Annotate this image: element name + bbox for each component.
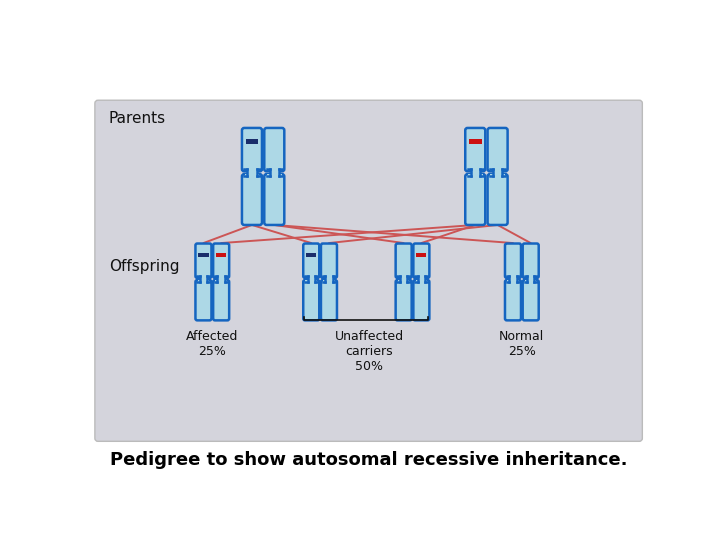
FancyBboxPatch shape [242,128,262,171]
Bar [305,268,317,277]
FancyBboxPatch shape [487,128,508,171]
Bar [507,280,519,289]
Bar [306,253,316,256]
FancyBboxPatch shape [505,244,521,278]
Text: Parents: Parents [109,111,166,126]
Text: Affected
25%: Affected 25% [186,330,238,359]
FancyBboxPatch shape [321,244,337,278]
Bar [245,159,259,170]
Bar [468,159,482,170]
Text: Unaffected
carriers
50%: Unaffected carriers 50% [335,330,404,374]
FancyBboxPatch shape [413,244,429,278]
FancyBboxPatch shape [523,244,539,278]
Bar [248,169,256,177]
Text: Offspring: Offspring [109,259,179,274]
FancyBboxPatch shape [95,100,642,441]
Bar [245,174,259,186]
FancyBboxPatch shape [465,128,485,171]
Bar [525,268,536,277]
Bar [323,268,335,277]
Bar [198,280,210,289]
Bar [469,139,482,144]
Bar [507,268,519,277]
Bar [509,276,517,282]
Bar [246,139,258,144]
Bar [215,268,227,277]
Bar [267,174,282,186]
Bar [415,268,427,277]
Bar [398,268,410,277]
Bar [307,276,315,282]
Text: Normal
25%: Normal 25% [499,330,544,359]
FancyBboxPatch shape [213,280,229,320]
FancyBboxPatch shape [505,280,521,320]
FancyBboxPatch shape [264,174,284,225]
Bar [415,280,427,289]
FancyBboxPatch shape [321,280,337,320]
Bar [490,174,505,186]
FancyBboxPatch shape [523,280,539,320]
Bar [418,276,425,282]
Bar [199,276,207,282]
Bar [216,253,226,256]
FancyBboxPatch shape [465,174,485,225]
Text: Pedigree to show autosomal recessive inheritance.: Pedigree to show autosomal recessive inh… [110,451,628,469]
FancyBboxPatch shape [396,244,412,278]
FancyBboxPatch shape [303,280,319,320]
Bar [471,169,480,177]
Bar [493,169,503,177]
FancyBboxPatch shape [264,128,284,171]
Bar [199,253,209,256]
Bar [198,268,210,277]
FancyBboxPatch shape [242,174,262,225]
Bar [215,280,227,289]
Bar [416,253,426,256]
FancyBboxPatch shape [213,244,229,278]
FancyBboxPatch shape [487,174,508,225]
Bar [305,280,317,289]
Bar [323,280,335,289]
FancyBboxPatch shape [396,280,412,320]
Bar [527,276,534,282]
Bar [525,280,536,289]
Bar [468,174,482,186]
Bar [400,276,408,282]
Bar [398,280,410,289]
FancyBboxPatch shape [303,244,319,278]
Bar [267,159,282,170]
Bar [325,276,333,282]
Bar [490,159,505,170]
FancyBboxPatch shape [195,244,212,278]
Bar [270,169,279,177]
FancyBboxPatch shape [413,280,429,320]
Bar [217,276,225,282]
FancyBboxPatch shape [195,280,212,320]
